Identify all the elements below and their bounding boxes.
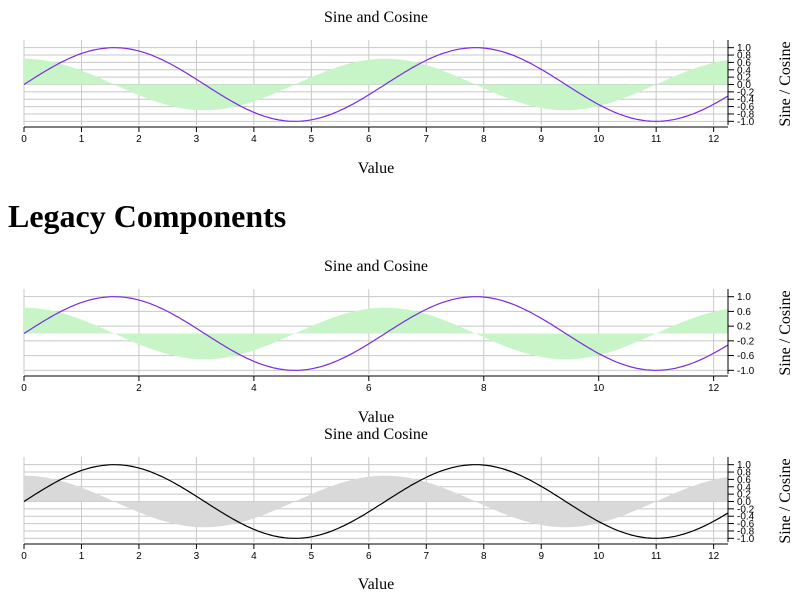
x-tick-label: 5 bbox=[309, 134, 315, 145]
x-tick-label: 7 bbox=[424, 134, 430, 145]
x-tick-label: 0 bbox=[21, 383, 27, 394]
y-tick-label: 0.2 bbox=[737, 73, 751, 84]
x-tick-label: 10 bbox=[593, 134, 605, 145]
y-tick-label: 0.6 bbox=[737, 475, 751, 486]
y-tick-label: 0.4 bbox=[737, 482, 751, 493]
y-tick-label: 0.0 bbox=[737, 80, 751, 91]
x-axis-label: Value bbox=[358, 576, 394, 593]
x-tick-label: 5 bbox=[309, 551, 315, 562]
area-series bbox=[24, 475, 728, 528]
x-tick-label: 3 bbox=[194, 551, 200, 562]
y-tick-label: -0.2 bbox=[737, 504, 755, 515]
x-tick-label: 3 bbox=[194, 134, 200, 145]
y-tick-label: 0.6 bbox=[737, 307, 751, 318]
x-tick-label: 7 bbox=[424, 551, 430, 562]
x-axis-label: Value bbox=[358, 160, 394, 177]
line-series bbox=[23, 47, 729, 122]
x-tick-label: 8 bbox=[481, 383, 487, 394]
y-tick-label: -0.6 bbox=[737, 102, 755, 113]
x-tick-label: 12 bbox=[708, 383, 720, 394]
sine-cosine-chart-middle: Sine and Cosine 0 2 4 6 8 10 12 1.0 0.6 0.2 -0.2 -0… bbox=[21, 258, 794, 426]
x-tick-label: 2 bbox=[136, 383, 142, 394]
y-tick-label: -0.2 bbox=[737, 87, 755, 98]
chart-title: Sine and Cosine bbox=[324, 258, 428, 275]
sine-cosine-chart-top: Sine and Cosine 0 1 2 3 4 5 6 7 8 9 10 11 121.00.80.… bbox=[21, 9, 794, 177]
chart-title: Sine and Cosine bbox=[324, 9, 428, 26]
x-tick-label: 6 bbox=[366, 551, 372, 562]
y-tick-label: 0.8 bbox=[737, 51, 751, 62]
y-tick-label: 0.2 bbox=[737, 322, 751, 333]
y-tick-label: -1.0 bbox=[737, 366, 755, 377]
section-heading: Legacy Components bbox=[8, 198, 287, 234]
x-tick-label: 9 bbox=[538, 134, 544, 145]
x-tick-label: 4 bbox=[251, 383, 257, 394]
y-tick-label: 0.2 bbox=[737, 490, 751, 501]
sine-cosine-chart-bottom: Sine and Cosine 0 1 2 3 4 5 6 7 8 9 10 11 121.00.80.… bbox=[21, 426, 794, 593]
line-series bbox=[23, 296, 729, 371]
chart-title: Sine and Cosine bbox=[324, 426, 428, 443]
x-tick-label: 4 bbox=[251, 551, 257, 562]
x-tick-label: 2 bbox=[136, 134, 142, 145]
y-tick-label: -0.8 bbox=[737, 526, 755, 537]
y-axis-label: Sine / Cosine bbox=[777, 458, 794, 543]
x-tick-label: 6 bbox=[366, 134, 372, 145]
x-tick-label: 9 bbox=[538, 551, 544, 562]
y-axis-label: Sine / Cosine bbox=[777, 41, 794, 126]
x-tick-label: 0 bbox=[21, 134, 27, 145]
y-tick-label: 1.0 bbox=[737, 460, 751, 471]
x-tick-label: 11 bbox=[651, 134, 662, 145]
y-tick-label: -0.6 bbox=[737, 519, 755, 530]
x-tick-label: 11 bbox=[651, 551, 662, 562]
y-tick-label: 0.4 bbox=[737, 65, 751, 76]
x-tick-label: 12 bbox=[708, 134, 720, 145]
x-tick-label: 0 bbox=[21, 551, 27, 562]
x-axis-label: Value bbox=[358, 409, 394, 426]
y-tick-label: -1.0 bbox=[737, 117, 755, 128]
y-tick-label: -0.8 bbox=[737, 109, 755, 120]
x-tick-label: 1 bbox=[79, 134, 85, 145]
x-tick-label: 8 bbox=[481, 134, 487, 145]
x-tick-label: 10 bbox=[593, 551, 605, 562]
y-tick-label: 0.6 bbox=[737, 58, 751, 69]
x-tick-label: 4 bbox=[251, 134, 257, 145]
y-tick-label: -0.6 bbox=[737, 351, 755, 362]
x-tick-label: 10 bbox=[593, 383, 605, 394]
x-tick-label: 12 bbox=[708, 551, 720, 562]
x-tick-label: 2 bbox=[136, 551, 142, 562]
y-tick-label: -0.4 bbox=[737, 95, 755, 106]
x-tick-label: 1 bbox=[79, 551, 85, 562]
y-axis-label: Sine / Cosine bbox=[777, 290, 794, 375]
y-tick-label: -0.2 bbox=[737, 336, 755, 347]
x-tick-label: 8 bbox=[481, 551, 487, 562]
y-tick-label: -0.4 bbox=[737, 512, 755, 523]
y-tick-label: 1.0 bbox=[737, 43, 751, 54]
area-series bbox=[24, 307, 728, 360]
y-tick-label: 0.8 bbox=[737, 468, 751, 479]
y-tick-label: 1.0 bbox=[737, 292, 751, 303]
x-tick-label: 6 bbox=[366, 383, 372, 394]
line-series bbox=[23, 464, 729, 539]
y-tick-label: 0.0 bbox=[737, 497, 751, 508]
area-series bbox=[24, 58, 728, 111]
y-tick-label: -1.0 bbox=[737, 534, 755, 545]
